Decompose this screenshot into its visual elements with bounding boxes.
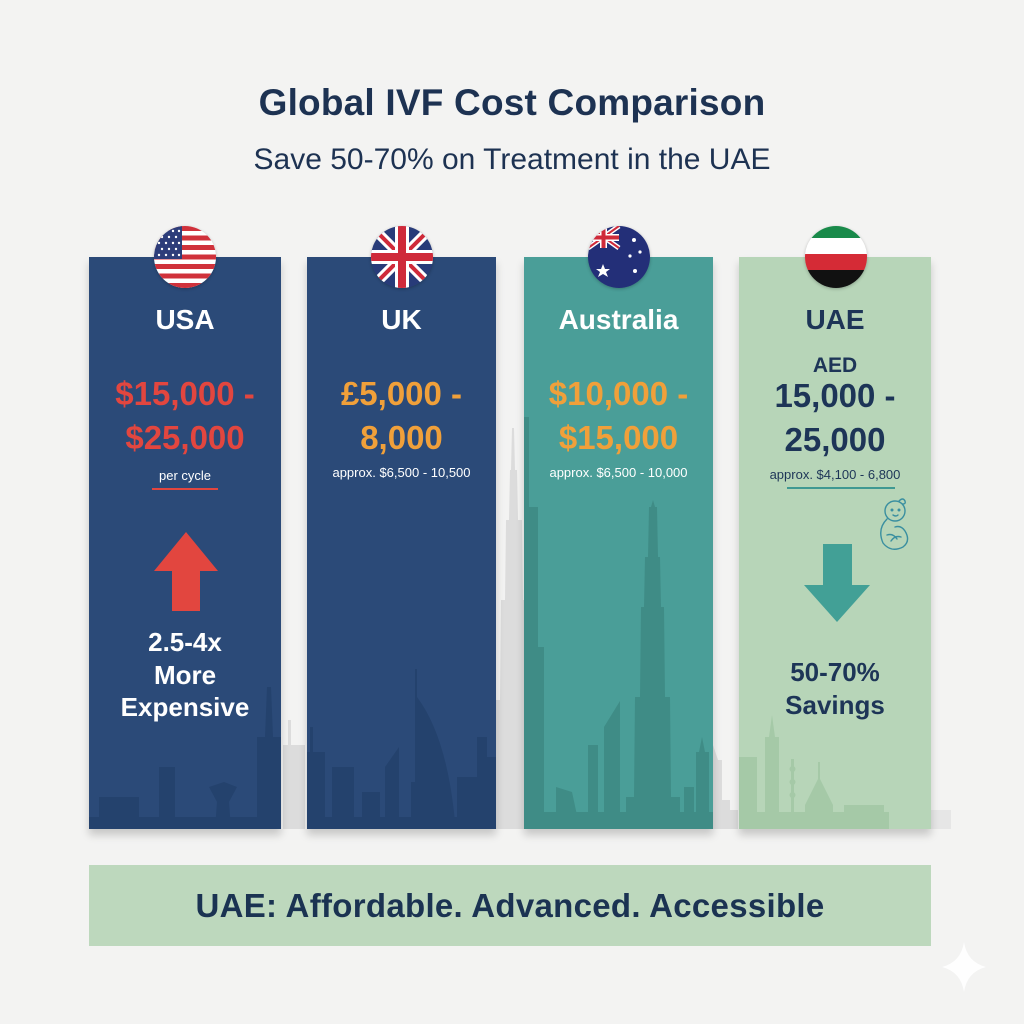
usa-panel: USA $15,000 - $25,000 per cycle 2.5-4x M… <box>89 257 281 829</box>
price-note: approx. $4,100 - 6,800 <box>769 467 901 482</box>
up-arrow-icon <box>154 532 218 611</box>
note-underline <box>787 487 895 489</box>
price-note: per cycle <box>158 468 212 483</box>
price-note: approx. $6,500 - 10,000 <box>549 465 688 480</box>
country-name: USA <box>155 304 215 335</box>
savings-line-2: Savings <box>785 690 885 720</box>
skyline-silhouette-icon <box>739 715 889 829</box>
comparison-line-3: Expensive <box>120 692 250 722</box>
australia-panel: Australia $10,000 - $15,000 approx. $6,5… <box>524 257 713 829</box>
price-range-line-2: 25,000 <box>784 421 886 458</box>
country-name: UAE <box>805 304 865 335</box>
comparison-line-1: 2.5-4x <box>148 627 222 657</box>
savings-line-1: 50-70% <box>790 657 880 687</box>
country-name: Australia <box>558 304 679 335</box>
price-note: approx. $6,500 - 10,500 <box>332 465 471 480</box>
page-title: Global IVF Cost Comparison <box>258 82 766 123</box>
skyline-silhouette-icon <box>524 417 713 829</box>
note-underline <box>152 488 218 490</box>
page-subtitle: Save 50-70% on Treatment in the UAE <box>253 143 771 176</box>
us-flag-icon <box>154 226 216 288</box>
currency-label: AED <box>812 354 858 377</box>
price-range-line-2: $25,000 <box>125 419 245 456</box>
down-arrow-icon <box>804 544 870 622</box>
price-range-line-2: $15,000 <box>558 419 679 456</box>
price-range-line-2: 8,000 <box>360 419 443 456</box>
uk-flag-icon <box>371 226 433 288</box>
skyline-silhouette-icon <box>307 669 496 829</box>
uae-panel: UAE AED 15,000 - 25,000 approx. $4,100 -… <box>739 257 931 829</box>
price-range-line-1: $15,000 - <box>115 375 255 412</box>
skyline-silhouette-icon <box>89 687 281 829</box>
tagline-text: UAE: Affordable. Advanced. Accessible <box>195 886 825 924</box>
comparison-line-2: More <box>153 660 217 690</box>
price-range-line-1: £5,000 - <box>340 375 463 412</box>
price-range-line-1: $10,000 - <box>548 375 689 412</box>
baby-icon <box>880 498 909 550</box>
uk-panel: UK £5,000 - 8,000 approx. $6,500 - 10,50… <box>307 257 496 829</box>
uae-flag-icon <box>805 226 867 288</box>
country-name: UK <box>381 304 422 335</box>
australia-flag-icon <box>588 226 650 288</box>
sparkle-icon <box>942 942 986 992</box>
tagline-banner: UAE: Affordable. Advanced. Accessible <box>89 865 931 946</box>
price-range-line-1: 15,000 - <box>774 377 896 414</box>
